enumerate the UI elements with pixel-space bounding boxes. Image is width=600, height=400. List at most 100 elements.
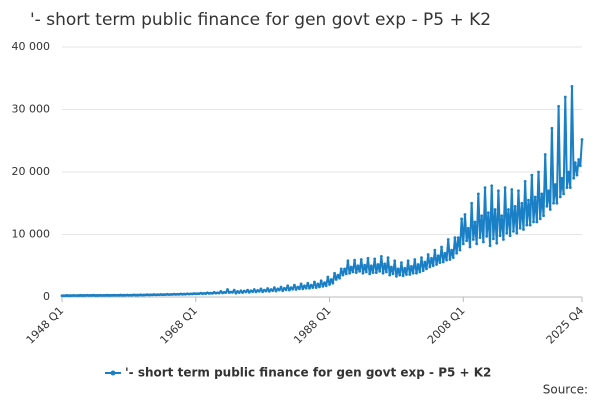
data-point [356,264,360,268]
data-point [398,273,402,277]
y-tick-label: 40 000 [12,40,51,53]
data-point [279,285,283,289]
data-point [408,273,412,276]
data-point [471,238,475,241]
data-point [369,264,373,268]
data-point [281,289,285,293]
data-point [403,266,407,270]
data-point [314,286,318,290]
data-point [552,201,555,205]
data-point [338,276,341,280]
data-point [558,195,562,199]
data-point [316,282,320,286]
data-point [284,288,288,292]
data-point [466,226,470,230]
data-point [577,158,581,161]
data-point [277,288,281,292]
legend-marker [110,370,116,376]
x-tick-label: 1988 Q1 [291,304,334,347]
data-point [383,262,387,266]
data-point [386,256,390,260]
data-point [331,281,335,285]
data-point [309,283,313,287]
data-point [540,192,544,196]
data-point [334,278,338,281]
data-point [520,201,524,205]
data-point [324,284,328,288]
data-point [304,286,308,290]
x-tick-label: 1948 Q1 [24,304,67,347]
data-point [224,291,228,295]
data-point [433,248,437,252]
data-point [344,272,348,276]
data-point [475,242,479,246]
data-point [545,204,549,208]
data-point [507,208,510,211]
data-point [453,236,457,240]
data-point [461,242,465,246]
data-point [379,254,383,258]
data-point [491,237,495,241]
data-point [500,214,504,218]
data-point [517,189,520,193]
data-point [420,256,423,260]
data-point [430,256,433,260]
data-point [557,104,560,108]
data-point [440,245,443,249]
data-point [405,273,408,276]
data-point [358,269,362,273]
data-point [329,278,333,281]
data-point [308,286,311,290]
x-tick-label: 2008 Q1 [425,304,468,347]
data-point [537,170,540,174]
y-tick-label: 0 [43,290,50,303]
data-point [488,244,492,248]
data-point [572,176,576,180]
data-point [374,271,378,275]
data-point [373,257,377,261]
data-point [366,256,370,260]
data-point [448,258,452,261]
data-point [480,214,484,218]
data-point [401,274,405,278]
data-point [326,275,330,279]
data-point [306,281,310,285]
data-point [510,188,514,191]
data-point [349,265,353,269]
data-point [470,201,474,205]
data-point [388,273,392,277]
data-point [512,229,515,233]
data-point [495,241,499,245]
data-point [294,288,298,291]
y-tick-label: 20 000 [12,165,51,178]
data-point [533,195,537,199]
data-point [384,270,388,274]
data-point [410,264,413,268]
data-point [528,223,532,227]
data-point [478,236,482,240]
data-point [226,288,229,291]
data-point [493,208,497,211]
data-point [311,286,315,290]
data-point [476,192,480,196]
data-point [353,258,357,262]
data-point [578,164,582,168]
data-point [423,260,427,264]
data-point [515,231,519,235]
data-point [438,261,442,265]
data-point [378,269,382,273]
x-tick-label: 2025 Q4 [544,304,587,347]
data-point [274,289,278,293]
data-point [264,289,268,293]
chart-title: '- short term public finance for gen gov… [30,10,491,30]
data-point [425,267,428,271]
data-point [272,286,276,290]
data-point [293,283,296,287]
data-point [351,270,355,274]
data-point [538,217,542,221]
data-point [336,273,340,277]
data-line [61,85,583,297]
data-point [498,234,502,238]
data-point [286,284,290,288]
data-point [267,289,271,293]
